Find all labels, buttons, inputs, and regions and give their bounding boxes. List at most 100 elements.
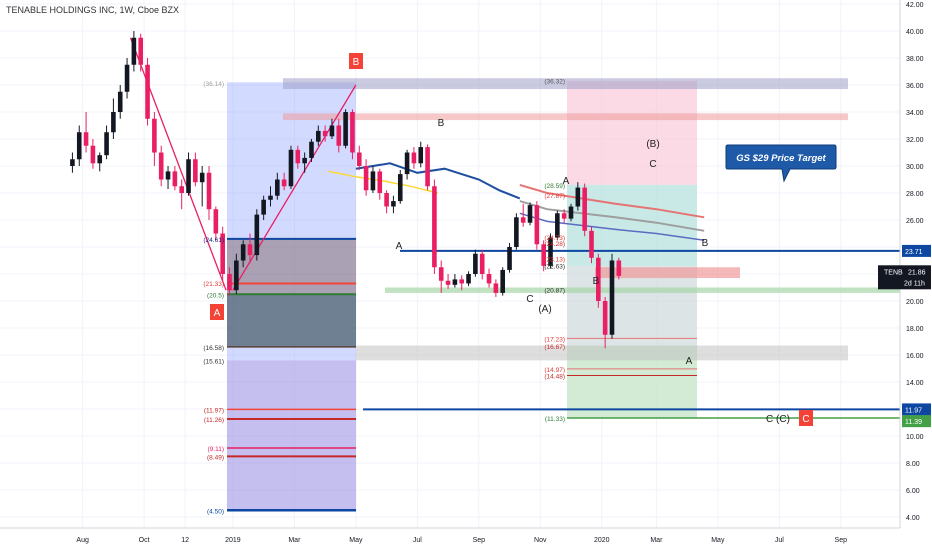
price-label-value: 23.71: [905, 249, 923, 256]
y-tick-label: 26.00: [906, 218, 924, 225]
x-tick-label: Jul: [775, 537, 784, 544]
ma-upper: [519, 183, 705, 219]
candle-body: [268, 195, 273, 200]
candle-body: [575, 187, 581, 207]
candle-body: [384, 193, 389, 207]
wave-label: C: [526, 294, 533, 305]
x-tick-label: Jul: [413, 537, 422, 544]
y-tick-label: 30.00: [906, 164, 924, 171]
fib-label-right: (16.67): [544, 344, 565, 351]
candle-body: [76, 132, 82, 160]
candle-body: [309, 141, 314, 158]
candle-body: [336, 125, 342, 146]
candle-body: [247, 244, 253, 256]
x-tick-label: 12: [181, 537, 189, 544]
x-tick-label: 2019: [225, 537, 241, 544]
y-tick-label: 4.00: [906, 515, 920, 522]
y-tick-label: 20.00: [906, 299, 924, 306]
candle-body: [329, 125, 335, 137]
candle-body: [418, 147, 424, 164]
y-tick-label: 8.00: [906, 461, 920, 468]
candle-body: [104, 132, 109, 156]
candle-body: [493, 283, 499, 293]
fib-label-left: (36.14): [203, 81, 224, 88]
candle-body: [507, 247, 512, 270]
candle-body: [527, 205, 533, 223]
candle-body: [514, 217, 519, 247]
candle-body: [179, 186, 184, 193]
ma-lower: [519, 212, 705, 242]
wave-label: B: [438, 118, 445, 129]
candle-body: [199, 172, 205, 183]
candle-body: [452, 279, 458, 285]
fib-label-left: (8.49): [207, 454, 224, 461]
wave-label: C: [802, 414, 809, 425]
candle-body: [466, 274, 471, 284]
y-tick-label: 6.00: [906, 488, 920, 495]
wave-label: A: [686, 356, 693, 367]
candle-body: [97, 155, 103, 164]
candle-body: [165, 171, 171, 180]
y-tick-label: 34.00: [906, 110, 924, 117]
wave-label: C: [649, 159, 656, 170]
wave-label: A: [214, 308, 221, 319]
candle-body: [288, 149, 294, 187]
x-tick-label: May: [349, 537, 363, 544]
candle-body: [124, 64, 130, 92]
band-salmon-22: [595, 267, 740, 279]
x-tick-label: Sep: [473, 537, 486, 544]
ma-blue: [355, 162, 521, 200]
x-tick-label: Mar: [650, 537, 663, 544]
wave-label: A: [563, 176, 570, 187]
candle-body: [432, 186, 437, 268]
candle-body: [111, 112, 116, 133]
candle-body: [589, 230, 594, 258]
y-tick-label: 32.00: [906, 137, 924, 144]
callout-box: [725, 144, 837, 183]
candle-body: [486, 274, 492, 284]
wave-label: B: [702, 238, 709, 249]
fib-label-right: (24.28): [544, 241, 565, 248]
fib-label-right: (14.48): [544, 374, 565, 381]
price-label-symbol: TENB: [884, 269, 903, 276]
price-label-sub: 2d 11h: [904, 280, 925, 287]
candle-body: [152, 118, 157, 153]
fib-label-left: (16.58): [203, 345, 224, 352]
candle-body: [534, 205, 540, 245]
price-label-box: [878, 265, 931, 290]
candle-body: [220, 233, 225, 274]
candle-body: [227, 274, 232, 291]
candle-body: [186, 159, 191, 193]
candle-body: [261, 199, 266, 215]
wave-line-1: [129, 37, 227, 291]
chart-title: TENABLE HOLDINGS INC, 1W, Cboe BZX: [6, 5, 180, 15]
wave-label-box: [799, 410, 813, 426]
y-tick-label: 28.00: [906, 191, 924, 198]
candle-body: [445, 280, 451, 285]
ma-mid: [519, 200, 705, 232]
fib-label-left: (24.61): [203, 237, 224, 244]
fib-label-right: (24.73): [544, 235, 565, 242]
fib-label-right: (20.87): [544, 287, 565, 294]
candle-body: [240, 244, 246, 261]
price-label-box: [902, 244, 931, 257]
x-tick-label: May: [711, 537, 725, 544]
y-tick-label: 16.00: [906, 353, 924, 360]
x-tick-label: 2020: [594, 537, 610, 544]
candle-body: [561, 213, 567, 219]
wave-label: C (C): [766, 414, 790, 425]
fib-band-slate: [227, 294, 356, 347]
candle-body: [616, 260, 622, 276]
callout-text: GS $29 Price Target: [736, 153, 826, 164]
candle-body: [206, 172, 212, 210]
candle-body: [281, 179, 287, 187]
fib-label-right: (28.59): [544, 183, 565, 190]
candle-body: [145, 64, 150, 119]
candle-body: [322, 130, 328, 137]
zone-pink: [567, 80, 697, 185]
candle-body: [172, 171, 178, 187]
candle-body: [609, 260, 615, 335]
y-tick-label: 38.00: [906, 56, 924, 63]
